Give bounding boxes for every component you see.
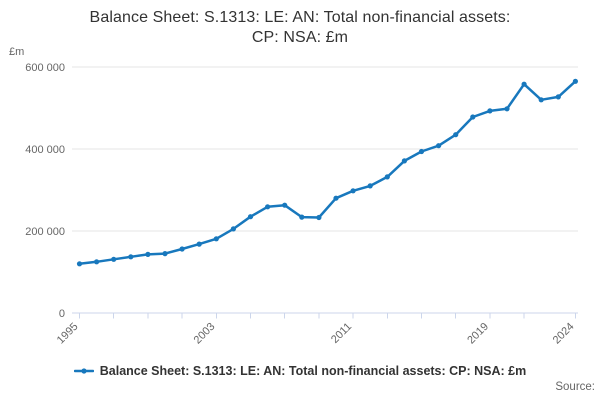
series-line	[78, 80, 577, 266]
data-point-marker[interactable]	[299, 214, 305, 220]
y-tick-label: 600 000	[25, 62, 65, 74]
x-tick-label: 2003	[192, 321, 218, 347]
data-point-marker[interactable]	[350, 188, 356, 194]
chart-title-line-2: CP: NSA: £m	[251, 29, 349, 46]
x-tick-label: 2024	[551, 321, 577, 347]
data-point-marker[interactable]	[333, 195, 339, 201]
data-point-marker[interactable]	[111, 256, 117, 262]
data-point-marker[interactable]	[94, 259, 100, 265]
x-tick-label: 2011	[329, 321, 354, 346]
data-point-marker[interactable]	[230, 226, 236, 232]
y-tick-label: 0	[59, 308, 65, 320]
data-point-marker[interactable]	[487, 108, 493, 114]
y-axis-unit-label: £m	[9, 46, 25, 58]
data-point-marker[interactable]	[213, 236, 219, 242]
legend-line-icon	[73, 368, 94, 374]
data-point-marker[interactable]	[128, 254, 134, 260]
data-point-marker[interactable]	[247, 214, 254, 220]
data-point-marker[interactable]	[401, 158, 407, 164]
data-point-marker[interactable]	[179, 246, 185, 252]
legend-label: Balance Sheet: S.1313: LE: AN: Total non…	[99, 364, 527, 378]
data-point-marker[interactable]	[504, 106, 510, 112]
data-point-marker[interactable]	[282, 202, 288, 208]
data-point-marker[interactable]	[76, 261, 83, 267]
data-point-marker[interactable]	[436, 143, 442, 149]
data-point-marker[interactable]	[521, 81, 527, 87]
data-point-marker[interactable]	[316, 214, 322, 221]
data-point-marker[interactable]	[145, 251, 151, 257]
y-tick-label: 200 000	[25, 226, 65, 238]
data-point-marker[interactable]	[572, 78, 579, 84]
data-point-marker[interactable]	[555, 94, 561, 100]
data-point-marker[interactable]	[538, 97, 544, 103]
data-point-marker[interactable]	[367, 183, 373, 189]
source-label: Source:	[555, 381, 595, 393]
data-point-marker[interactable]	[265, 204, 271, 210]
x-tick-label: 2019	[465, 321, 491, 347]
line-chart-plot-area: 0 200 000 400 000 600 000 1995 2003 2011 2019 20…	[25, 62, 579, 347]
chart-title: Balance Sheet: S.1313: LE: AN: Total non…	[0, 8, 600, 48]
data-point-marker[interactable]	[418, 148, 425, 155]
data-point-marker[interactable]	[162, 251, 168, 257]
chart-title-line-1: Balance Sheet: S.1313: LE: AN: Total non…	[89, 9, 511, 26]
data-point-marker[interactable]	[453, 132, 459, 138]
x-tick-label: 1995	[55, 321, 81, 347]
legend-item[interactable]: Balance Sheet: S.1313: LE: AN: Total non…	[0, 364, 600, 378]
data-point-marker[interactable]	[470, 114, 476, 120]
data-point-marker[interactable]	[196, 241, 202, 247]
y-tick-label: 400 000	[25, 144, 65, 156]
data-point-marker[interactable]	[384, 174, 390, 180]
